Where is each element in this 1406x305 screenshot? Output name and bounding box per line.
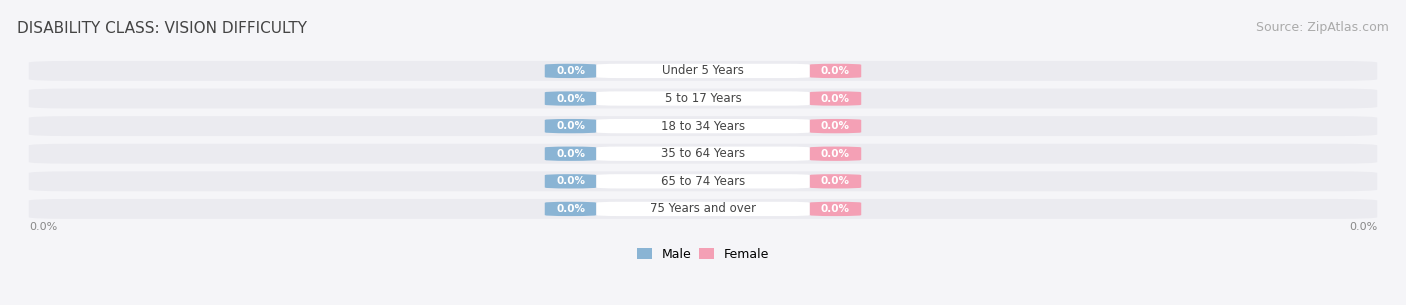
Text: 5 to 17 Years: 5 to 17 Years [665, 92, 741, 105]
Text: 0.0%: 0.0% [821, 204, 851, 214]
Text: 0.0%: 0.0% [555, 94, 585, 103]
FancyBboxPatch shape [810, 64, 862, 78]
Text: 0.0%: 0.0% [555, 176, 585, 186]
Text: 0.0%: 0.0% [821, 94, 851, 103]
FancyBboxPatch shape [544, 202, 596, 216]
Text: Under 5 Years: Under 5 Years [662, 64, 744, 77]
FancyBboxPatch shape [544, 64, 596, 78]
Legend: Male, Female: Male, Female [631, 243, 775, 266]
Text: 35 to 64 Years: 35 to 64 Years [661, 147, 745, 160]
Text: 0.0%: 0.0% [28, 222, 58, 232]
Text: 18 to 34 Years: 18 to 34 Years [661, 120, 745, 133]
Text: 0.0%: 0.0% [821, 149, 851, 159]
FancyBboxPatch shape [596, 174, 810, 188]
Text: 0.0%: 0.0% [821, 121, 851, 131]
Text: Source: ZipAtlas.com: Source: ZipAtlas.com [1256, 21, 1389, 34]
FancyBboxPatch shape [544, 92, 596, 106]
FancyBboxPatch shape [596, 202, 810, 216]
Text: 0.0%: 0.0% [821, 176, 851, 186]
FancyBboxPatch shape [810, 174, 862, 188]
Text: 0.0%: 0.0% [555, 149, 585, 159]
FancyBboxPatch shape [596, 92, 810, 106]
FancyBboxPatch shape [28, 61, 1378, 81]
FancyBboxPatch shape [810, 147, 862, 161]
Text: 0.0%: 0.0% [821, 66, 851, 76]
FancyBboxPatch shape [28, 171, 1378, 191]
Text: 0.0%: 0.0% [1348, 222, 1378, 232]
FancyBboxPatch shape [810, 202, 862, 216]
Text: 65 to 74 Years: 65 to 74 Years [661, 175, 745, 188]
FancyBboxPatch shape [544, 174, 596, 188]
FancyBboxPatch shape [28, 144, 1378, 164]
FancyBboxPatch shape [596, 64, 810, 78]
Text: 75 Years and over: 75 Years and over [650, 203, 756, 215]
FancyBboxPatch shape [28, 116, 1378, 136]
FancyBboxPatch shape [28, 199, 1378, 219]
FancyBboxPatch shape [810, 119, 862, 133]
Text: 0.0%: 0.0% [555, 121, 585, 131]
Text: 0.0%: 0.0% [555, 204, 585, 214]
FancyBboxPatch shape [544, 119, 596, 133]
FancyBboxPatch shape [28, 88, 1378, 109]
FancyBboxPatch shape [596, 147, 810, 161]
FancyBboxPatch shape [544, 147, 596, 161]
FancyBboxPatch shape [810, 92, 862, 106]
Text: DISABILITY CLASS: VISION DIFFICULTY: DISABILITY CLASS: VISION DIFFICULTY [17, 21, 307, 36]
FancyBboxPatch shape [596, 119, 810, 133]
Text: 0.0%: 0.0% [555, 66, 585, 76]
